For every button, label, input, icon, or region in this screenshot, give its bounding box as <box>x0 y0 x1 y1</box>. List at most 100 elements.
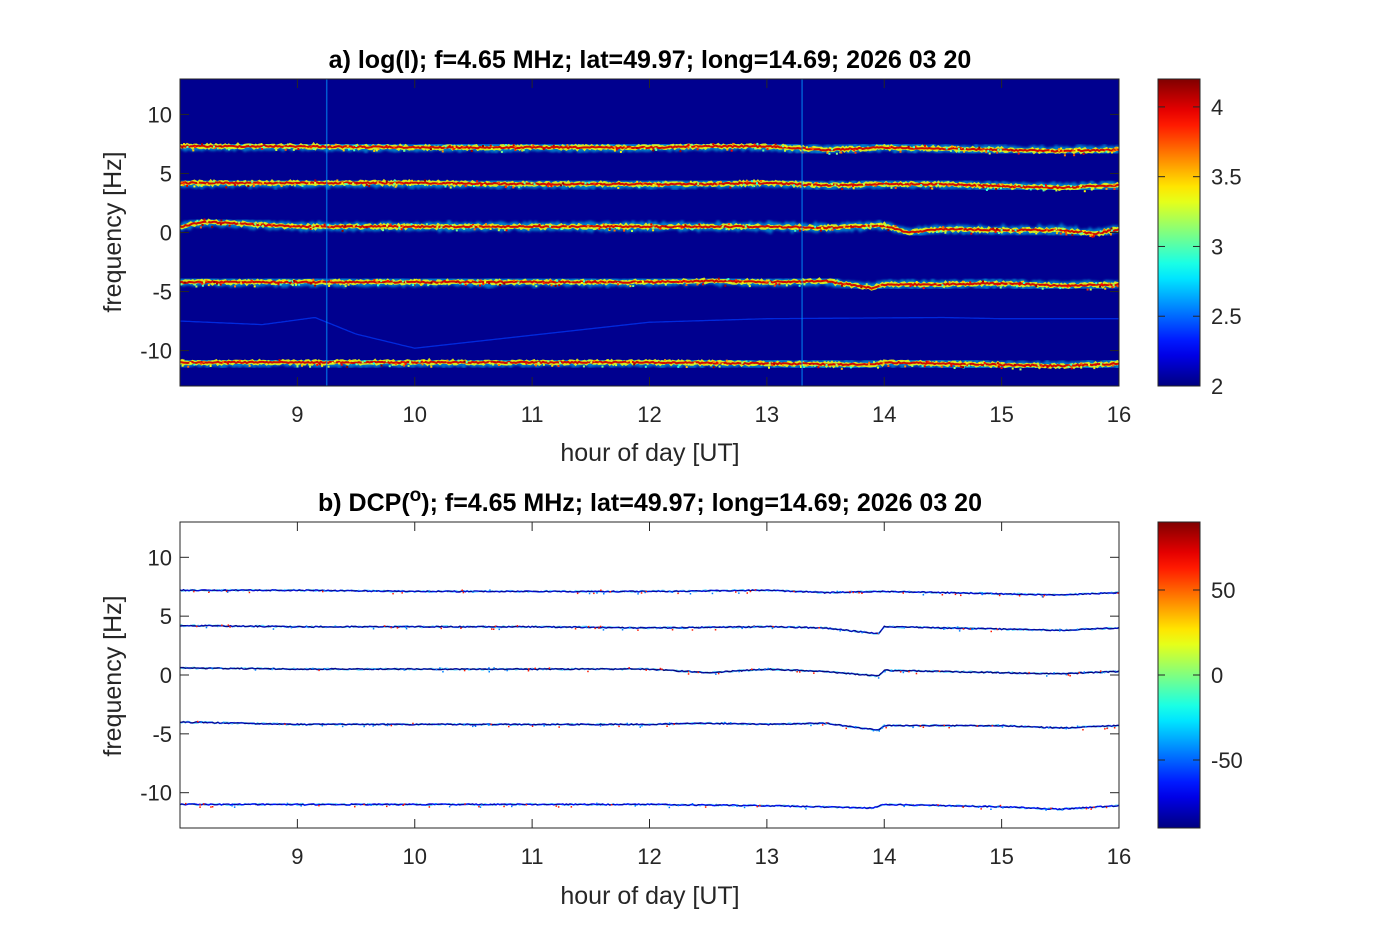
panel-a-trace-speckle <box>615 364 618 367</box>
panel-a-trace-speckle <box>865 226 868 229</box>
panel-b-trace-speckle <box>878 632 880 635</box>
panel-a-trace-speckle <box>851 184 854 187</box>
panel-b-trace-speckle <box>960 594 962 597</box>
panel-a-trace-speckle <box>1060 147 1063 150</box>
panel-b-trace-speckle <box>205 626 208 629</box>
panel-a-trace-speckle <box>887 365 890 367</box>
panel-a-trace-speckle <box>451 182 454 184</box>
panel-a-trace-speckle <box>1064 231 1067 234</box>
panel-a-trace-speckle <box>225 186 228 189</box>
panel-a-trace-speckle <box>715 361 718 364</box>
panel-a-trace-speckle <box>562 182 565 185</box>
panel-b-trace-speckle <box>354 805 356 808</box>
panel-b-trace-speckle <box>971 628 973 631</box>
panel-a-trace-speckle <box>206 220 209 223</box>
panel-a-trace-speckle <box>213 145 215 148</box>
panel-a-y-tick-label: 5 <box>160 161 172 186</box>
panel-b-trace-speckle <box>306 625 308 628</box>
panel-b-trace-speckle <box>1104 728 1106 730</box>
panel-a-trace-speckle <box>937 183 940 186</box>
panel-a-trace-speckle <box>748 285 751 288</box>
panel-a-trace-speckle <box>1011 367 1014 370</box>
panel-a-trace-speckle <box>548 182 551 185</box>
panel-a-trace-speckle <box>851 226 854 229</box>
panel-a-trace-speckle <box>331 144 334 147</box>
panel-a-trace-speckle <box>1093 365 1096 368</box>
panel-a-trace-speckle <box>843 283 846 285</box>
panel-b-trace-speckle <box>753 625 755 628</box>
panel-a-trace-speckle <box>385 180 388 183</box>
panel-a-trace-speckle <box>560 228 563 231</box>
panel-b-trace-speckle <box>448 805 451 808</box>
panel-a-trace-speckle <box>393 179 396 182</box>
panel-b-trace-speckle <box>363 725 365 728</box>
panel-a-trace-speckle <box>735 279 738 282</box>
panel-a-colorbar <box>1157 78 1201 387</box>
panel-a-trace-speckle <box>314 227 317 230</box>
panel-a-trace-speckle <box>1070 363 1073 366</box>
panel-a-trace-speckle <box>1112 149 1115 152</box>
panel-a-trace-speckle <box>996 283 999 286</box>
panel-a-trace-speckle <box>308 182 311 185</box>
panel-a-trace-speckle <box>542 363 545 366</box>
panel-a-x-tick-label: 13 <box>755 402 779 427</box>
panel-a-trace-speckle <box>386 224 388 227</box>
panel-a-trace-speckle <box>712 360 715 363</box>
panel-a-trace-speckle <box>382 229 385 232</box>
panel-a-trace-speckle <box>182 359 185 362</box>
panel-a-trace-speckle <box>869 225 872 228</box>
panel-b-x-ticks: 9 10 11 12 13 14 15 16 <box>291 522 1131 869</box>
panel-a-trace-speckle <box>512 186 515 189</box>
panel-a-trace-speckle <box>697 227 700 230</box>
panel-b-trace-speckle <box>1085 807 1088 810</box>
panel-a-trace-speckle <box>1055 232 1058 235</box>
panel-a-trace-speckle <box>693 362 696 365</box>
panel-a-trace-speckle <box>341 182 344 185</box>
panel-b-trace-speckle <box>884 670 886 673</box>
panel-a-trace-speckle <box>584 182 587 185</box>
panel-a-trace-speckle <box>288 147 291 149</box>
panel-a-trace-speckle <box>1019 368 1022 371</box>
panel-a-trace-speckle <box>328 225 331 228</box>
panel-a-trace-speckle <box>834 184 837 187</box>
panel-b-trace-speckle <box>229 626 231 628</box>
panel-a-trace-speckle <box>1036 284 1039 287</box>
panel-a-x-axis-label: hour of day [UT] <box>560 439 739 467</box>
panel-a-trace-speckle <box>961 229 964 232</box>
panel-b-trace-speckle <box>861 631 863 634</box>
panel-b-trace-speckle <box>220 667 222 669</box>
panel-a-trace-speckle <box>1101 283 1103 286</box>
panel-a-trace-speckle <box>690 143 693 146</box>
panel-b-trace-speckle <box>908 670 910 673</box>
panel-a-trace-speckle <box>295 283 297 286</box>
panel-a-trace-speckle <box>241 281 244 284</box>
panel-a-trace-speckle <box>377 284 379 287</box>
panel-a-trace-speckle <box>196 219 199 222</box>
panel-a-trace-speckle <box>982 186 985 189</box>
panel-a-trace-speckle <box>290 225 293 228</box>
panel-a-trace-speckle <box>414 226 417 229</box>
panel-a-trace-speckle <box>785 284 788 287</box>
panel-a-trace-speckle <box>927 360 930 363</box>
panel-a-trace-speckle <box>444 185 447 188</box>
panel-a-trace-speckle <box>218 147 221 150</box>
panel-a-trace-speckle <box>440 226 443 229</box>
panel-b-trace-speckle <box>463 669 466 672</box>
panel-b-trace-speckle <box>324 668 326 670</box>
panel-b-trace-speckle <box>363 803 365 806</box>
panel-a-trace-speckle <box>228 224 231 227</box>
panel-a-trace-speckle <box>293 279 296 282</box>
panel-a-trace-speckle <box>593 182 596 185</box>
panel-b-trace-speckle <box>691 803 694 805</box>
panel-a-trace-speckle <box>254 223 257 226</box>
panel-a-trace-speckle <box>982 280 984 283</box>
panel-a-trace-speckle <box>1093 367 1096 370</box>
panel-a-trace-speckle <box>592 228 595 231</box>
panel-a-trace-speckle <box>363 360 366 363</box>
panel-a-trace-speckle <box>394 362 397 365</box>
panel-b-trace-speckle <box>390 724 393 727</box>
panel-b-trace-speckle <box>997 724 999 726</box>
panel-a-trace-speckle <box>853 149 856 152</box>
panel-a-weak-trace <box>180 316 1119 349</box>
panel-a-trace-speckle <box>800 365 802 368</box>
